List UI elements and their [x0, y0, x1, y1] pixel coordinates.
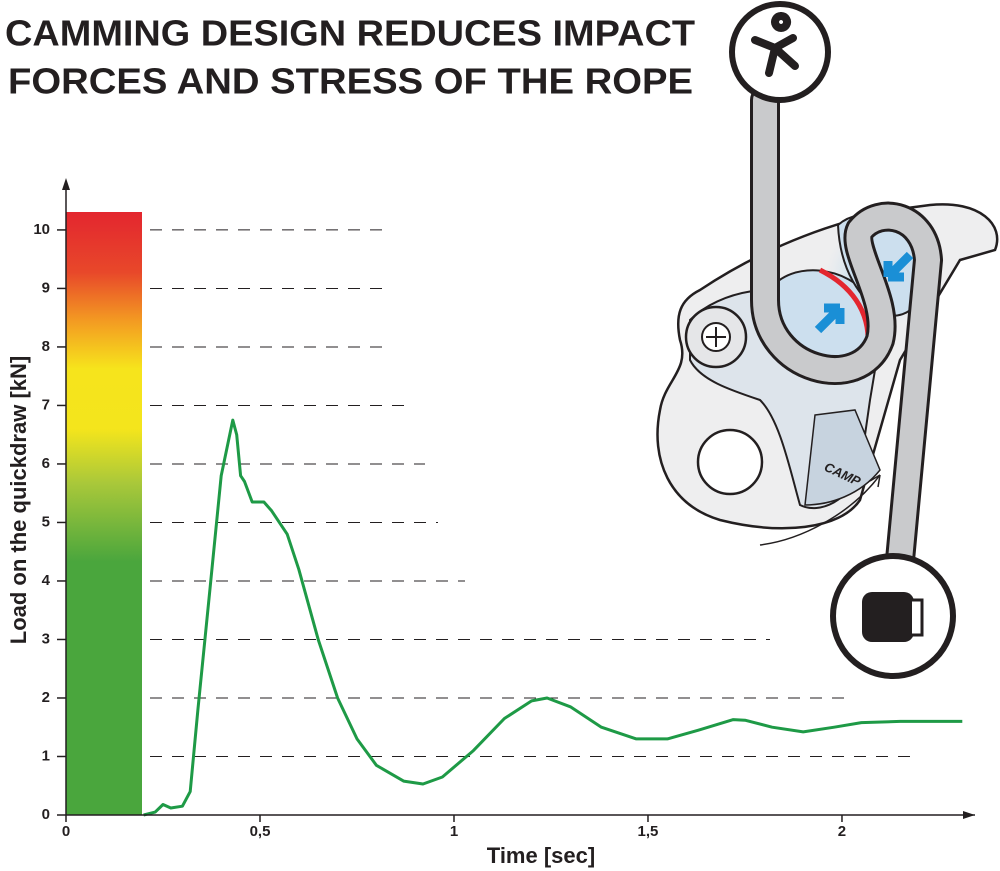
x-tick-label: 1 — [450, 823, 458, 840]
chart-title: CAMMING DESIGN REDUCES IMPACT — [5, 13, 695, 54]
y-tick-label: 10 — [33, 221, 50, 238]
axis — [65, 185, 975, 816]
y-axis-label: Load on the quickdraw [kN] — [6, 356, 31, 644]
y-tick-label: 2 — [42, 689, 50, 706]
y-tick-label: 6 — [42, 455, 50, 472]
x-axis-label: Time [sec] — [487, 843, 595, 868]
x-tick-label: 2 — [838, 823, 846, 840]
y-tick-label: 4 — [42, 572, 51, 589]
device-illustration: CAMP — [656, 1, 999, 679]
y-tick-label: 1 — [42, 747, 50, 764]
data-line — [143, 418, 963, 817]
y-tick-label: 8 — [42, 338, 50, 355]
x-tick-label: 0 — [62, 823, 70, 840]
plot-area: 0 1 2 3 4 5 6 7 8 9 10 0 0,5 1 1,5 2 — [33, 221, 963, 840]
y-tick-label: 7 — [42, 396, 50, 413]
y-tick-label: 5 — [42, 513, 50, 530]
y-tick-label: 9 — [42, 279, 50, 296]
x-tick-label: 1,5 — [638, 823, 659, 840]
y-tick-label: 3 — [42, 630, 50, 647]
y-tick-label: 0 — [42, 806, 50, 823]
x-tick-label: 0,5 — [250, 823, 271, 840]
risk-scale — [66, 212, 142, 815]
chart-title: FORCES AND STRESS OF THE ROPE — [8, 61, 693, 102]
